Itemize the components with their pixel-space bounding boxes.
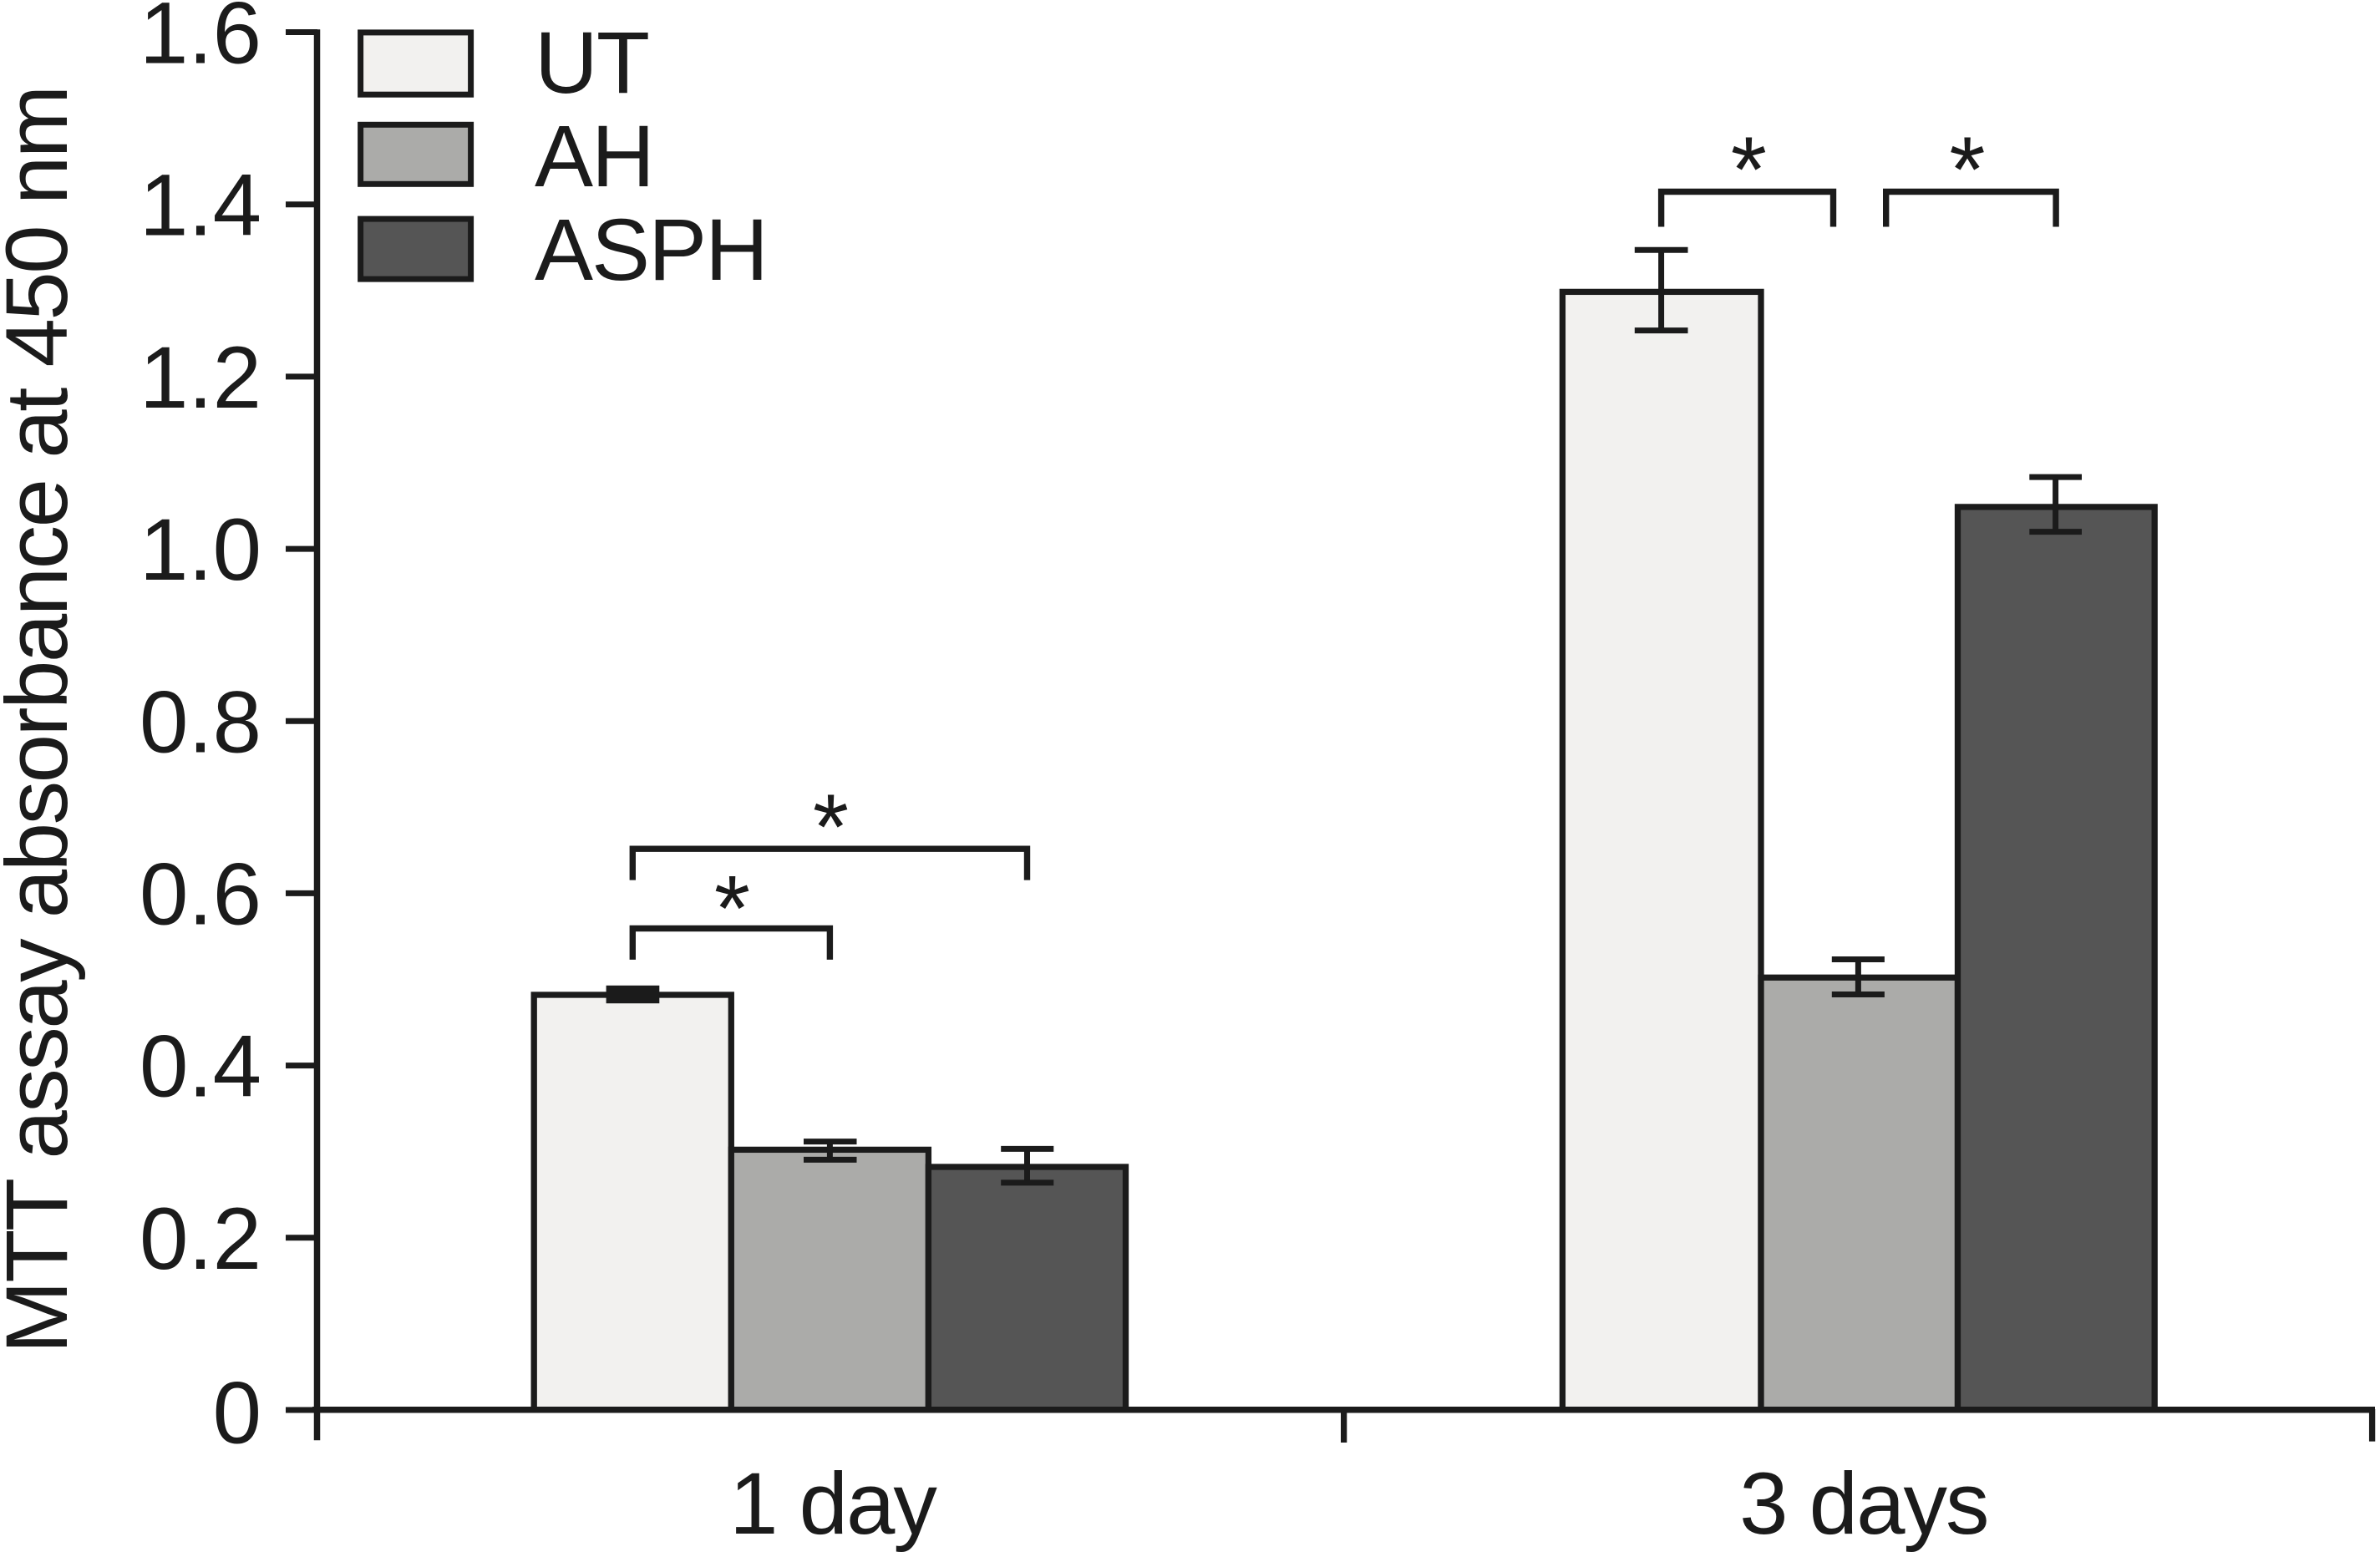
svg-text:0.4: 0.4 (140, 1018, 261, 1116)
svg-text:0.2: 0.2 (140, 1190, 261, 1288)
svg-text:MTT assay absorbance at 450 nm: MTT assay absorbance at 450 nm (0, 87, 86, 1353)
svg-text:0.6: 0.6 (140, 845, 261, 943)
svg-text:ASPH: ASPH (535, 201, 767, 299)
svg-text:*: * (714, 857, 750, 961)
svg-text:1.6: 1.6 (140, 0, 261, 83)
svg-text:1.0: 1.0 (140, 501, 261, 599)
svg-text:3 days: 3 days (1739, 1455, 1987, 1553)
svg-text:UT: UT (535, 14, 648, 112)
svg-text:1.4: 1.4 (140, 157, 261, 255)
svg-text:AH: AH (535, 108, 653, 205)
svg-text:0: 0 (213, 1365, 261, 1463)
svg-text:0.8: 0.8 (140, 673, 261, 771)
svg-text:1.2: 1.2 (140, 329, 261, 427)
svg-text:*: * (813, 775, 849, 879)
svg-text:*: * (1949, 118, 1985, 221)
svg-text:1 day: 1 day (729, 1455, 937, 1553)
svg-text:*: * (1731, 118, 1767, 221)
